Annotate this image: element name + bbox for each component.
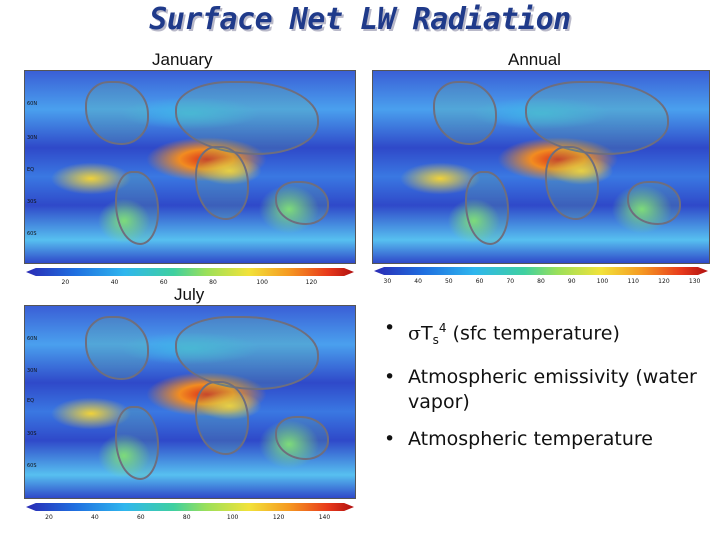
lat-label: 60N	[27, 336, 38, 342]
colorbar-tick: 20	[61, 279, 70, 286]
colorbar-tick: 20	[45, 514, 53, 521]
temperature-symbol: T	[420, 322, 433, 345]
lat-label: EQ	[27, 167, 35, 173]
colorbar-tick: 90	[567, 278, 576, 285]
colorbar-tick: 40	[91, 514, 99, 521]
lat-label: EQ	[27, 398, 35, 404]
colorbar-tick: 60	[136, 514, 145, 521]
colorbar-tick: 140	[318, 514, 331, 521]
colorbar-tick: 80	[209, 279, 217, 286]
colorbar-tick: 130	[688, 278, 701, 285]
colorbar-ticks-annual: 30 40 50 60 70 80 90 100 110 120 130	[374, 278, 708, 288]
colorbar-tick: 60	[159, 279, 168, 286]
colorbar-tick: 100	[226, 514, 239, 521]
landmass-south-america	[465, 171, 509, 245]
panel-label-annual: Annual	[508, 50, 561, 69]
colorbar-ticks-july: 20 40 60 80 100 120 140	[26, 514, 354, 524]
landmass-eurasia	[175, 316, 319, 390]
colorbar-tick: 110	[627, 278, 639, 285]
colorbar-tick: 120	[272, 514, 285, 521]
bullet-text: (sfc temperature)	[446, 322, 620, 345]
landmass-africa	[195, 381, 249, 455]
superscript: 4	[438, 321, 447, 335]
lat-label: 30S	[27, 199, 37, 205]
panel-label-july: July	[174, 285, 205, 304]
colorbar-july	[26, 503, 354, 511]
colorbar-tick: 100	[596, 278, 609, 285]
colorbar-tick: 100	[256, 279, 268, 286]
colorbar-january	[26, 268, 354, 276]
map-annual	[372, 70, 710, 264]
factor-list: σTs4 (sfc temperature) Atmospheric emiss…	[382, 316, 712, 464]
colorbar-tick: 50	[444, 278, 453, 285]
colorbar-tick: 80	[182, 514, 191, 521]
colorbar-tick: 80	[537, 278, 545, 285]
lat-label: 30S	[27, 431, 37, 437]
slide-title: Surface Net LW Radiation	[149, 2, 571, 37]
landmass-north-america	[85, 316, 149, 380]
landmass-africa	[545, 146, 599, 220]
lat-label: 30N	[27, 368, 38, 374]
colorbar-tick: 60	[475, 278, 484, 285]
colorbar-tick: 30	[383, 278, 392, 285]
landmass-australia	[275, 181, 329, 225]
landmass-north-america	[433, 81, 497, 145]
colorbar-tick: 70	[506, 278, 515, 285]
panel-label-january: January	[152, 50, 213, 69]
landmass-north-america	[85, 81, 149, 145]
lat-label: 60S	[27, 231, 37, 237]
lat-label: 60S	[27, 463, 37, 469]
colorbar-annual	[374, 267, 708, 275]
lat-label: 60N	[27, 101, 38, 107]
map-july: 60N 30N EQ 30S 60S	[24, 305, 356, 499]
landmass-south-america	[115, 171, 159, 245]
lat-label: 30N	[27, 135, 38, 141]
landmass-australia	[627, 181, 681, 225]
landmass-eurasia	[175, 81, 319, 155]
subscript: s	[432, 333, 439, 348]
colorbar-tick: 40	[414, 278, 422, 285]
colorbar-tick: 120	[305, 279, 318, 286]
landmass-africa	[195, 146, 249, 220]
bullet-surface-temperature: σTs4 (sfc temperature)	[382, 316, 712, 353]
colorbar-tick: 120	[658, 278, 670, 285]
colorbar-tick: 40	[110, 279, 119, 286]
colorbar-ticks-january: 20 40 60 80 100 120	[26, 279, 354, 289]
bullet-atmospheric-temperature: Atmospheric temperature	[382, 427, 712, 452]
map-january: 60N 30N EQ 30S 60S	[24, 70, 356, 264]
landmass-south-america	[115, 406, 159, 480]
sigma-symbol: σ	[408, 322, 421, 345]
bullet-emissivity: Atmospheric emissivity (water vapor)	[382, 365, 712, 415]
landmass-australia	[275, 416, 329, 460]
landmass-eurasia	[525, 81, 669, 155]
